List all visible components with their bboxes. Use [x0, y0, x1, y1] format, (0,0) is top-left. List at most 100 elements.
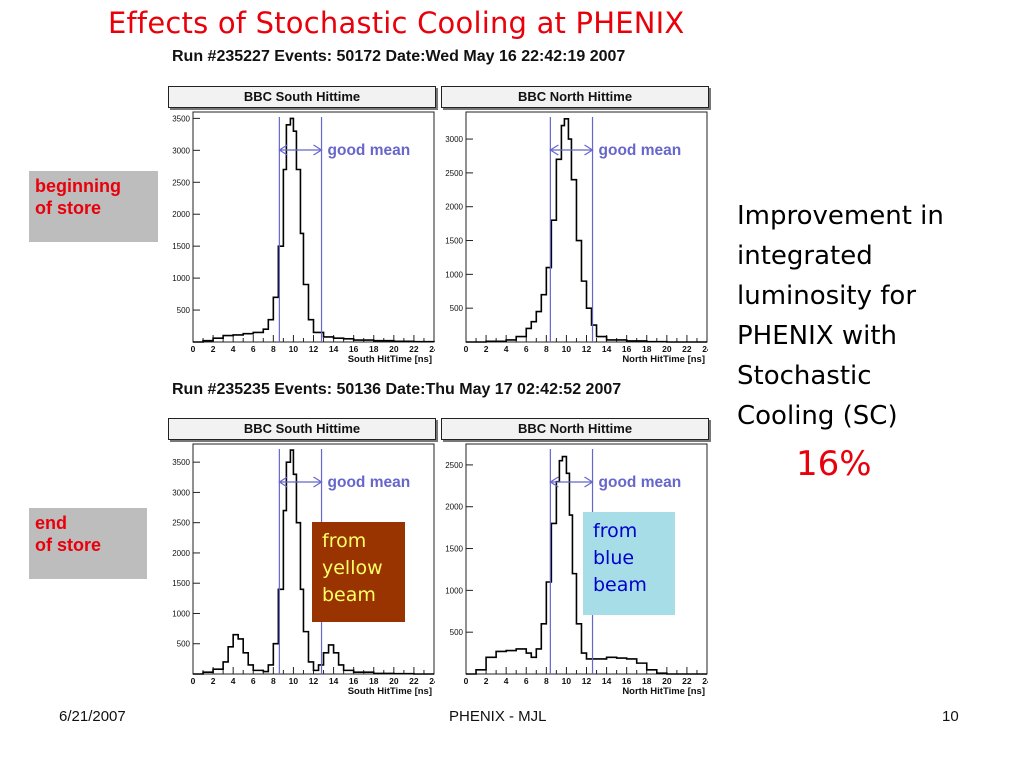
x-tick-label: 2 [211, 344, 216, 354]
x-tick-label: 18 [369, 676, 379, 686]
good-mean-label: good mean [599, 474, 682, 491]
histogram-series [466, 455, 707, 675]
x-tick-label: 8 [271, 344, 276, 354]
x-tick-label: 0 [191, 676, 196, 686]
label-end-line1: end [35, 513, 68, 533]
mean-arrow-head-right [313, 476, 323, 488]
y-tick-label: 1000 [445, 270, 463, 279]
mean-arrow-head-left [549, 476, 559, 488]
run-header-bottom: Run #235235 Events: 50136 Date:Thu May 1… [172, 381, 622, 398]
y-tick-label: 2000 [172, 210, 190, 219]
x-axis-label: North HitTime [ns] [622, 686, 705, 697]
histogram-series [466, 117, 707, 343]
yellow-line3: beam [322, 584, 376, 606]
improvement-text: Improvement in integrated luminosity for… [737, 196, 944, 436]
hist-title-north-top: BBC North Hittime [441, 86, 709, 108]
good-mean-label: good mean [328, 474, 411, 491]
y-tick-label: 2000 [445, 503, 463, 512]
y-tick-label: 2500 [445, 461, 463, 470]
mean-arrow-head-right [584, 476, 594, 488]
x-tick-label: 6 [251, 676, 256, 686]
x-tick-label: 6 [524, 344, 529, 354]
mean-arrow-head-right [584, 144, 594, 156]
x-tick-label: 0 [464, 676, 469, 686]
x-tick-label: 20 [662, 344, 672, 354]
x-tick-label: 4 [231, 344, 236, 354]
from-blue-beam-box: from blue beam [583, 512, 675, 615]
footer-date: 6/21/2007 [59, 708, 126, 725]
y-tick-label: 1500 [445, 545, 463, 554]
x-tick-label: 12 [309, 676, 319, 686]
x-tick-label: 4 [504, 676, 509, 686]
good-mean-label: good mean [328, 142, 411, 159]
y-tick-label: 2500 [445, 169, 463, 178]
histogram-series [193, 449, 434, 675]
x-tick-label: 8 [544, 676, 549, 686]
x-tick-label: 24 [702, 676, 708, 686]
footer-page-number: 10 [942, 708, 959, 725]
y-tick-label: 3000 [172, 146, 190, 155]
x-tick-label: 8 [544, 344, 549, 354]
y-tick-label: 1500 [172, 242, 190, 251]
x-tick-label: 22 [682, 676, 692, 686]
x-tick-label: 10 [562, 344, 572, 354]
y-tick-label: 1500 [445, 237, 463, 246]
from-yellow-beam-box: from yellow beam [312, 522, 405, 622]
yellow-line1: from [322, 530, 367, 552]
y-tick-label: 1000 [445, 586, 463, 595]
x-tick-label: 10 [562, 676, 572, 686]
x-tick-label: 22 [409, 344, 419, 354]
y-tick-label: 1500 [172, 579, 190, 588]
label-beginning-of-store: beginning of store [29, 171, 158, 242]
y-tick-label: 500 [177, 306, 191, 315]
x-tick-label: 4 [231, 676, 236, 686]
slide-title: Effects of Stochastic Cooling at PHENIX [108, 6, 685, 40]
improvement-line2: integrated [737, 241, 873, 271]
x-tick-label: 10 [289, 676, 299, 686]
blue-line1: from [593, 520, 638, 542]
x-tick-label: 8 [271, 676, 276, 686]
y-tick-label: 1000 [172, 609, 190, 618]
hist-title-south-top: BBC South Hittime [168, 86, 436, 108]
blue-line2: blue [593, 547, 635, 569]
x-tick-label: 24 [702, 344, 708, 354]
x-tick-label: 0 [464, 344, 469, 354]
x-axis-label: South HitTime [ns] [348, 354, 432, 365]
x-tick-label: 2 [211, 676, 216, 686]
label-end-of-store: end of store [29, 508, 147, 579]
histogram-series [193, 117, 435, 343]
x-tick-label: 14 [329, 676, 339, 686]
x-tick-label: 24 [429, 344, 435, 354]
x-tick-label: 16 [622, 344, 632, 354]
x-tick-label: 22 [682, 344, 692, 354]
label-beginning-line1: beginning [35, 176, 121, 196]
blue-line3: beam [593, 574, 647, 596]
x-tick-label: 14 [602, 676, 612, 686]
footer-center: PHENIX - MJL [449, 708, 547, 725]
y-tick-label: 2500 [172, 178, 190, 187]
x-tick-label: 18 [369, 344, 379, 354]
hist-title-south-bottom: BBC South Hittime [168, 418, 436, 440]
y-tick-label: 2000 [445, 203, 463, 212]
x-tick-label: 18 [642, 344, 652, 354]
mean-arrow-head-left [278, 476, 288, 488]
y-tick-label: 500 [450, 628, 464, 637]
y-tick-label: 1000 [172, 274, 190, 283]
x-tick-label: 16 [622, 676, 632, 686]
improvement-line6: Cooling (SC) [737, 401, 898, 431]
x-tick-label: 2 [484, 344, 489, 354]
y-tick-label: 2500 [172, 519, 190, 528]
x-tick-label: 12 [309, 344, 319, 354]
x-axis-label: North HitTime [ns] [622, 354, 705, 365]
y-tick-label: 500 [177, 640, 191, 649]
x-tick-label: 12 [582, 676, 592, 686]
x-tick-label: 6 [251, 344, 256, 354]
mean-arrow-head-left [549, 144, 559, 156]
x-tick-label: 22 [409, 676, 419, 686]
good-mean-label: good mean [599, 142, 682, 159]
y-tick-label: 3500 [172, 114, 190, 123]
yellow-line2: yellow [322, 557, 383, 579]
improvement-line4: PHENIX with [737, 321, 898, 351]
y-tick-label: 3000 [172, 488, 190, 497]
